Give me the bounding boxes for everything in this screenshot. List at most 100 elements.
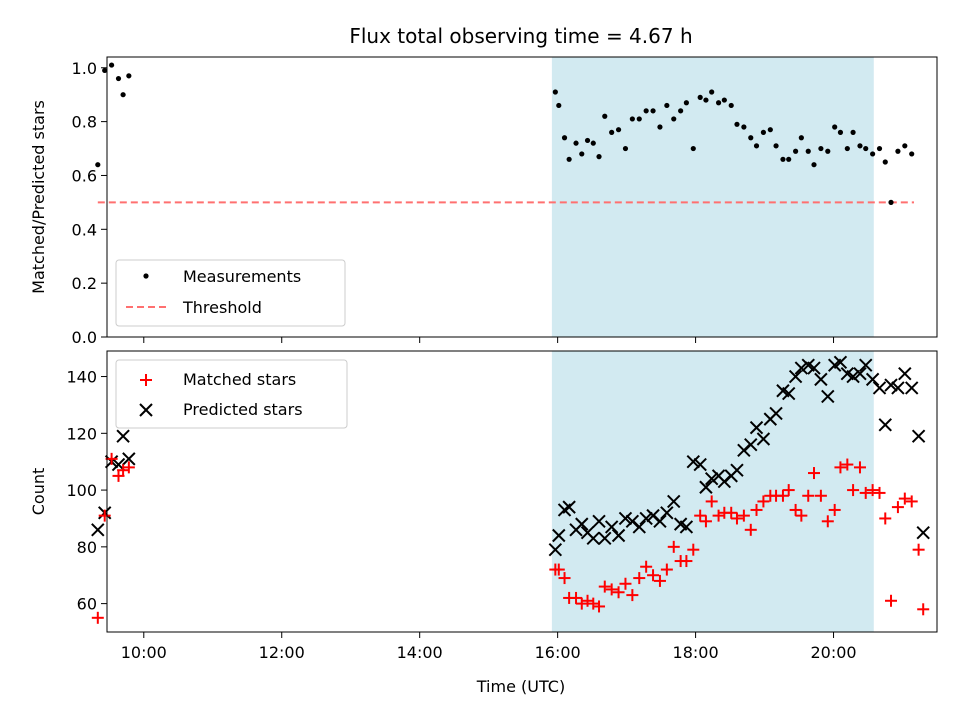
measurement-point [657, 124, 663, 130]
measurement-point [895, 148, 901, 154]
x-axis-label: Time (UTC) [476, 677, 565, 696]
matched-star-point [795, 509, 808, 522]
predicted-star-point [821, 389, 835, 404]
predicted-star-point [632, 520, 646, 534]
measurement-point [734, 121, 740, 127]
y-tick-label: 1.0 [72, 59, 97, 78]
measurement-point [709, 89, 715, 95]
matched-star-point [776, 489, 789, 502]
predicted-star-point [794, 361, 809, 375]
measurement-point [902, 143, 908, 149]
predicted-star-point [859, 358, 873, 372]
matched-star-point [117, 464, 130, 477]
measurement-point [863, 145, 869, 152]
matched-star-point [105, 452, 118, 465]
predicted-star-point [853, 366, 867, 381]
measurement-point [876, 145, 883, 152]
predicted-star-point [884, 378, 898, 392]
predicted-star-point [878, 418, 892, 432]
predicted-star-point [905, 381, 919, 395]
measurement-point [697, 94, 703, 100]
measurement-point [786, 156, 792, 162]
predicted-star-point [653, 514, 667, 529]
legend-matched-marker [140, 374, 152, 386]
matched-star-point [737, 509, 750, 522]
predicted-star-point [744, 437, 758, 452]
matched-star-point [834, 461, 847, 474]
measurement-point [602, 113, 608, 119]
matched-star-point [647, 569, 660, 582]
measurement-point [721, 97, 727, 103]
measurement-point [622, 145, 629, 152]
x-tick-label: 18:00 [673, 643, 719, 662]
measurement-point [120, 92, 126, 98]
predicted-star-point [575, 517, 589, 531]
ratio-panel-frame [106, 56, 938, 338]
predicted-star-point [872, 381, 887, 395]
y-tick-label: 120 [66, 424, 97, 443]
predicted-star-point [898, 366, 912, 381]
x-tick-label: 14:00 [397, 643, 443, 662]
predicted-star-point [604, 520, 619, 534]
predicted-star-point [618, 511, 633, 526]
matched-star-point [660, 563, 673, 576]
predicted-star-point [693, 457, 707, 472]
measurement-point [741, 124, 747, 130]
legend-matched-label: Matched stars [183, 370, 296, 389]
matched-star-point [873, 486, 886, 499]
matched-star-point [575, 597, 588, 610]
matched-star-point [687, 543, 700, 556]
measurement-point [126, 73, 132, 79]
measurement-point [805, 148, 811, 154]
count-panel-frame [106, 350, 938, 633]
measurement-point [850, 129, 856, 135]
predicted-star-point [769, 406, 783, 421]
count-y-axis-label: Count [29, 468, 48, 516]
predicted-star-point [916, 525, 930, 540]
ratio-legend: Measurements Threshold [115, 259, 346, 327]
predicted-star-point [756, 432, 771, 446]
measurement-point [773, 143, 779, 149]
x-tick-label: 16:00 [535, 643, 581, 662]
matched-star-point [750, 503, 763, 516]
predicted-star-point [704, 472, 719, 486]
predicted-star-point [833, 355, 848, 370]
matched-star-point [581, 594, 594, 607]
ratio-panel-ticks: 0.0 0.2 0.4 0.6 0.8 1.0 [72, 59, 835, 347]
matched-star-point [705, 495, 718, 508]
measurement-point [811, 162, 817, 168]
measurement-point [793, 148, 799, 154]
matched-star-point [730, 512, 743, 525]
matched-star-point [841, 458, 854, 471]
count-legend: Matched stars Predicted stars [115, 359, 348, 429]
measurement-point [798, 135, 804, 141]
matched-star-point [558, 572, 571, 585]
predicted-star-point [562, 500, 576, 514]
x-tick-label: 10:00 [121, 643, 167, 662]
measurement-point [780, 156, 786, 162]
predicted-star-point [91, 523, 105, 537]
measurement-point [870, 151, 876, 157]
y-tick-label: 140 [66, 368, 97, 387]
matched-star-point [640, 560, 653, 573]
matched-star-point [570, 591, 583, 604]
predicted-star-point [548, 542, 563, 557]
matched-star-point [587, 597, 600, 610]
measurement-points [95, 62, 915, 205]
chart-title: Flux total observing time = 4.67 h [349, 24, 692, 48]
predicted-star-point [586, 531, 600, 546]
measurement-point [115, 75, 122, 82]
y-tick-label: 100 [66, 481, 97, 500]
predicted-star-point [122, 452, 136, 466]
matched-star-point [605, 583, 618, 596]
matched-star-point [619, 577, 632, 590]
measurement-point [590, 140, 596, 146]
x-tick-label: 20:00 [810, 643, 856, 662]
count-panel-ticks: 60 80 100 120 140 10:00 12:00 14:00 16:00 18:00 20… [66, 368, 856, 662]
predicted-star-point [552, 528, 566, 543]
measurement-point [753, 143, 760, 149]
measurement-point [609, 129, 615, 135]
measurement-point [561, 135, 568, 141]
measurement-point [728, 102, 734, 109]
